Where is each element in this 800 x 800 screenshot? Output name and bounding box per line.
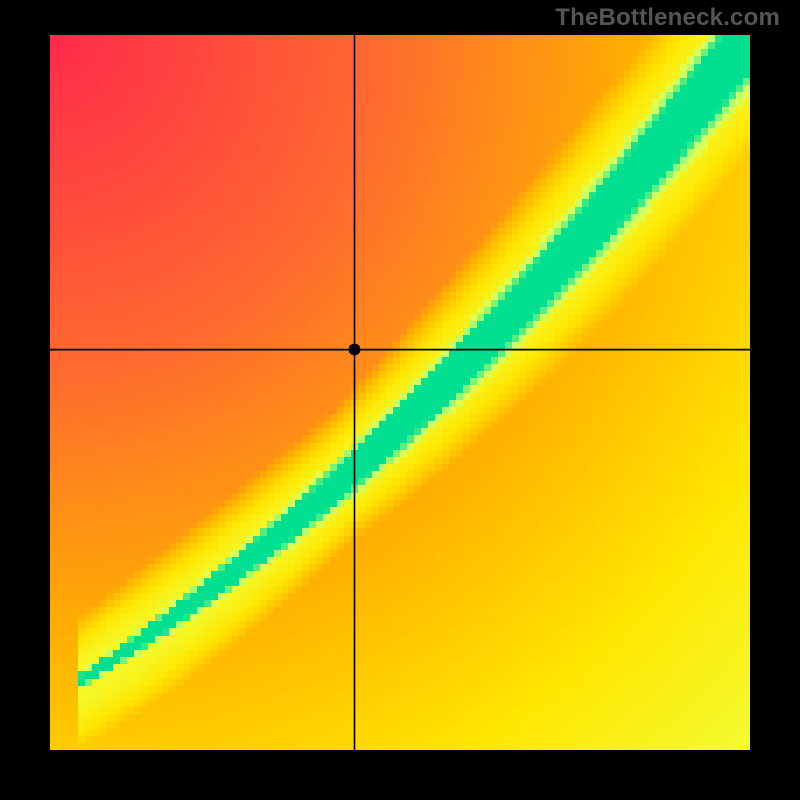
heatmap-canvas [0,0,800,800]
watermark-text: TheBottleneck.com [555,4,780,32]
chart-stage: TheBottleneck.com [0,0,800,800]
